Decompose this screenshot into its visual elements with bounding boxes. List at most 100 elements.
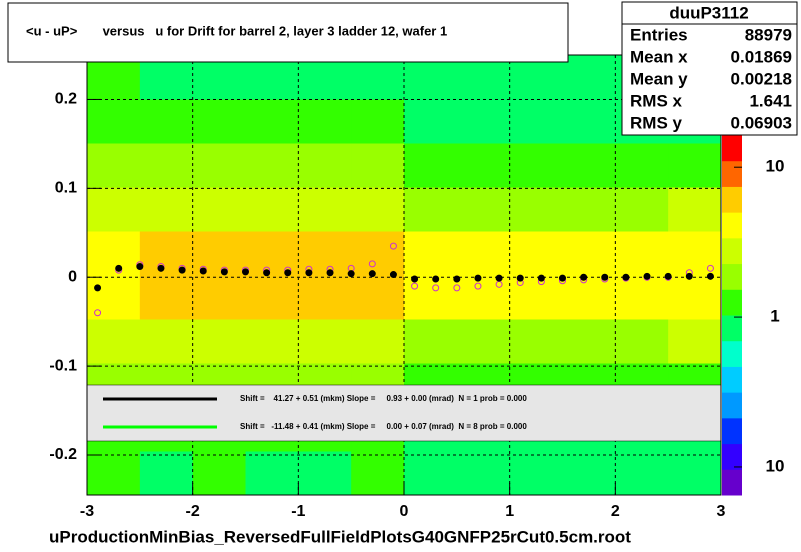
heatmap-cell: [456, 231, 511, 276]
data-point: [178, 266, 186, 274]
stats-name: duuP3112: [669, 3, 748, 22]
y-tick-label: 0: [68, 268, 77, 285]
heatmap-cell: [351, 143, 405, 188]
heatmap-cell: [139, 319, 194, 364]
heatmap-cell: [351, 99, 405, 144]
z-tick-label: 10: [766, 456, 785, 475]
stats-value: 0.06903: [731, 113, 792, 132]
heatmap-cell: [351, 275, 405, 320]
data-point: [559, 274, 566, 282]
heatmap-cell: [298, 99, 352, 144]
color-bar-segment: [722, 417, 742, 445]
heatmap-cell: [456, 99, 511, 144]
heatmap-cell: [562, 99, 616, 144]
data-point: [453, 284, 461, 292]
heatmap-cell: [245, 187, 299, 232]
heatmap-cell: [615, 187, 669, 232]
heatmap-cell: [192, 143, 246, 188]
heatmap-cell: [562, 451, 616, 496]
heatmap-cell: [139, 143, 194, 188]
heatmap-cell: [668, 231, 722, 276]
heatmap-cell: [245, 319, 299, 364]
heatmap-cell: [87, 275, 141, 320]
legend-label: Shift = 41.27 + 0.51 (mkm) Slope = 0.93 …: [240, 394, 527, 403]
data-point: [389, 242, 397, 250]
data-point: [706, 272, 714, 280]
data-point: [411, 275, 419, 283]
data-point: [432, 275, 440, 283]
data-point: [199, 267, 207, 275]
color-bar-segment: [722, 392, 742, 419]
data-point: [411, 282, 419, 290]
heatmap-cell: [298, 319, 352, 364]
stats-label: Entries: [630, 25, 688, 44]
stats-label: RMS x: [630, 91, 683, 110]
legend-label: Shift = -11.48 + 0.41 (mkm) Slope = 0.00…: [240, 422, 527, 431]
color-bar-segment: [722, 212, 742, 239]
heatmap-cell: [192, 451, 246, 496]
heatmap-cell: [509, 275, 563, 320]
heatmap-cell: [615, 231, 669, 276]
heatmap-cell: [509, 187, 563, 232]
heatmap-cell: [245, 451, 299, 496]
heatmap-cell: [509, 143, 563, 188]
stats-label: Mean y: [630, 69, 688, 88]
x-tick-label: 1: [505, 503, 514, 520]
data-point: [516, 274, 524, 282]
y-tick-label: -0.2: [49, 446, 77, 463]
z-tick-label: 10: [766, 157, 785, 176]
heatmap-cell: [615, 143, 669, 188]
heatmap-cell: [245, 275, 299, 320]
data-point: [580, 273, 588, 281]
footer: uProductionMinBias_ReversedFullFieldPlot…: [49, 527, 631, 546]
data-point: [537, 274, 545, 282]
heatmap-cell: [404, 275, 458, 320]
heatmap-cell: [509, 231, 563, 276]
data-point: [453, 275, 461, 283]
color-bar-segment: [722, 263, 742, 290]
color-bar-segment: [722, 289, 742, 316]
heatmap-cell: [456, 451, 511, 496]
data-point: [495, 274, 503, 282]
data-point: [115, 264, 123, 272]
data-point: [706, 264, 714, 272]
x-tick-label: -3: [80, 503, 94, 520]
data-point: [136, 263, 144, 271]
data-point: [220, 268, 228, 276]
heatmap-cell: [615, 275, 669, 320]
heatmap-cell: [509, 451, 563, 496]
x-tick-label: 0: [400, 503, 409, 520]
heatmap-cell: [404, 99, 458, 144]
heatmap-cell: [668, 143, 722, 188]
x-tick-label: -2: [186, 503, 200, 520]
heatmap-cell: [456, 143, 511, 188]
y-tick-label: -0.1: [49, 357, 77, 374]
x-tick-label: -1: [291, 503, 305, 520]
heatmap-cell: [351, 451, 405, 496]
data-point: [474, 282, 482, 290]
color-bar-segment: [722, 443, 742, 470]
heatmap-cell: [456, 319, 511, 364]
data-point: [601, 273, 609, 281]
heatmap-cell: [298, 231, 352, 276]
stats-value: 0.00218: [731, 69, 792, 88]
heatmap-cell: [404, 231, 458, 276]
data-point: [305, 269, 313, 277]
heatmap-cell: [562, 275, 616, 320]
heatmap-cell: [562, 231, 616, 276]
heatmap-cell: [87, 99, 141, 144]
heatmap-cell: [298, 275, 352, 320]
heatmap-cell: [404, 143, 458, 188]
heatmap-cell: [298, 187, 352, 232]
heatmap-cell: [192, 187, 246, 232]
heatmap-cell: [87, 231, 141, 276]
color-bar-segment: [722, 366, 742, 393]
z-tick-label: 1: [770, 307, 779, 326]
heatmap-cell: [139, 187, 194, 232]
color-bar-segment: [722, 469, 742, 496]
data-point: [664, 272, 672, 280]
data-point: [685, 272, 693, 280]
heatmap-cell: [562, 55, 616, 100]
color-bar-segment: [722, 135, 742, 162]
heatmap-cell: [87, 319, 141, 364]
